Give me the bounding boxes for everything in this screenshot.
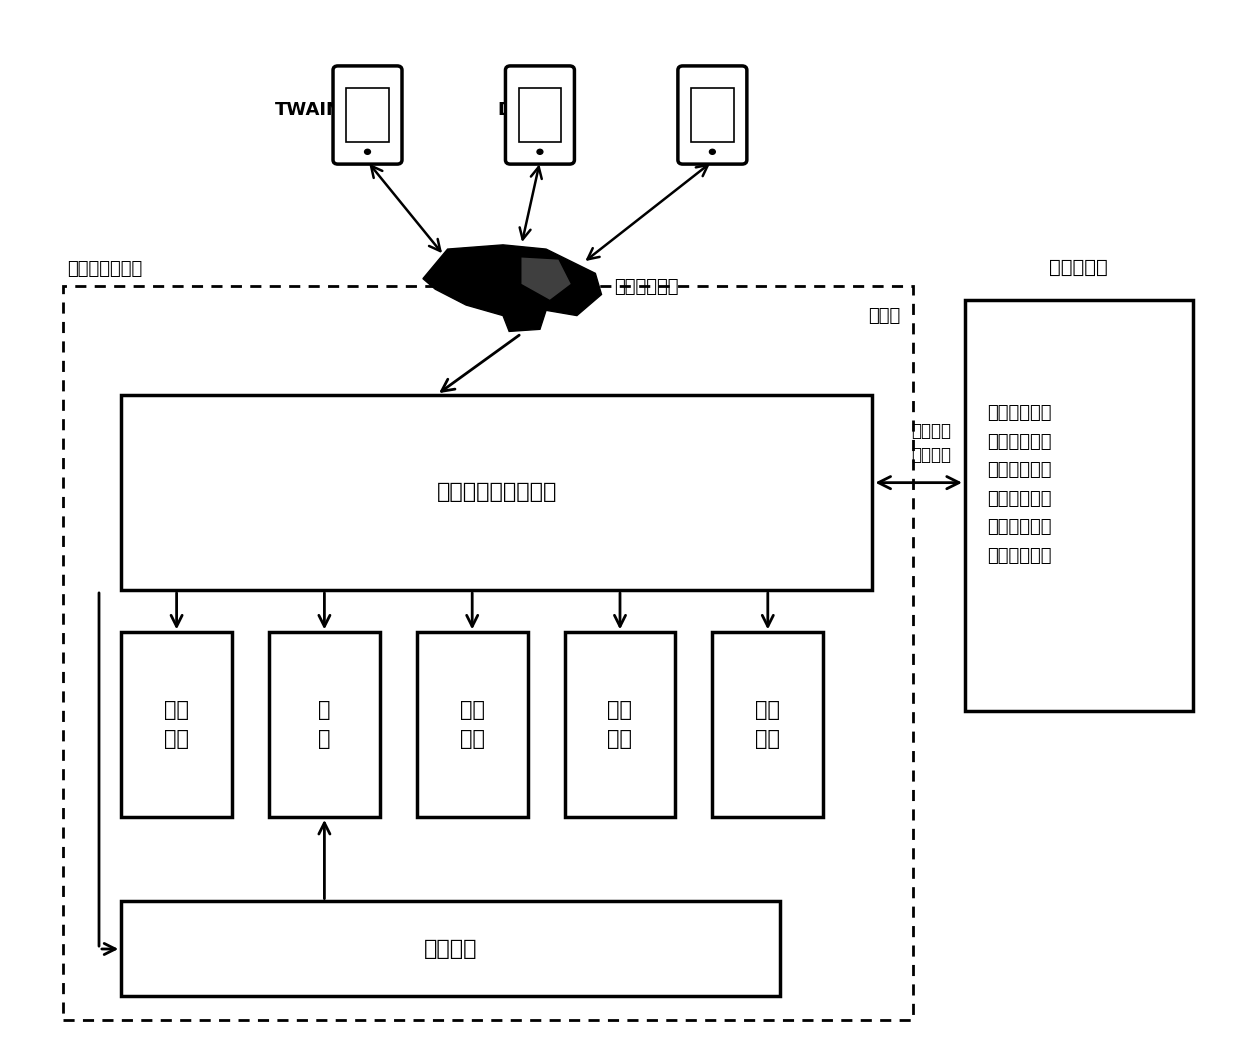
Text: TWAIN: TWAIN (275, 101, 342, 119)
FancyBboxPatch shape (334, 66, 402, 164)
Bar (346, 88, 389, 142)
Bar (691, 88, 734, 142)
Circle shape (365, 149, 371, 154)
Text: 画笔
预设: 画笔 预设 (460, 700, 485, 749)
Bar (63, 286, 913, 1019)
Bar (122, 901, 780, 997)
Bar (269, 632, 379, 817)
Text: 数据库存储: 数据库存储 (1049, 257, 1109, 277)
Circle shape (709, 149, 715, 154)
Text: 显微镜图像测量: 显微镜图像测量 (67, 260, 143, 278)
Text: 测量算法: 测量算法 (424, 940, 477, 959)
Text: SDK: SDK (688, 101, 729, 119)
Bar (564, 632, 676, 817)
Bar (965, 300, 1193, 712)
Text: 发送请求
响应数据: 发送请求 响应数据 (911, 422, 951, 464)
Text: 快捷
工具: 快捷 工具 (755, 700, 780, 749)
Circle shape (537, 149, 543, 154)
FancyBboxPatch shape (506, 66, 574, 164)
Text: 测
量: 测 量 (319, 700, 331, 749)
Bar (122, 632, 232, 817)
Bar (712, 632, 823, 817)
Bar (122, 395, 873, 591)
Text: 设备
设置: 设备 设置 (164, 700, 188, 749)
Text: 图像采集模块: 图像采集模块 (614, 278, 678, 296)
Bar (518, 88, 562, 142)
Text: 测定
资讯: 测定 资讯 (608, 700, 632, 749)
Text: 读取基础设置
读取测量记录
读取启动数据
保存基础设置
保存测量记录
保存启动数据: 读取基础设置 读取测量记录 读取启动数据 保存基础设置 保存测量记录 保存启动数… (987, 404, 1052, 565)
Polygon shape (423, 245, 601, 331)
Polygon shape (522, 257, 570, 300)
Text: DSHOW: DSHOW (497, 101, 575, 119)
Text: 选择实时图像或截图: 选择实时图像或截图 (436, 482, 557, 502)
Text: 主界面: 主界面 (868, 307, 900, 326)
FancyBboxPatch shape (678, 66, 746, 164)
Bar (417, 632, 528, 817)
